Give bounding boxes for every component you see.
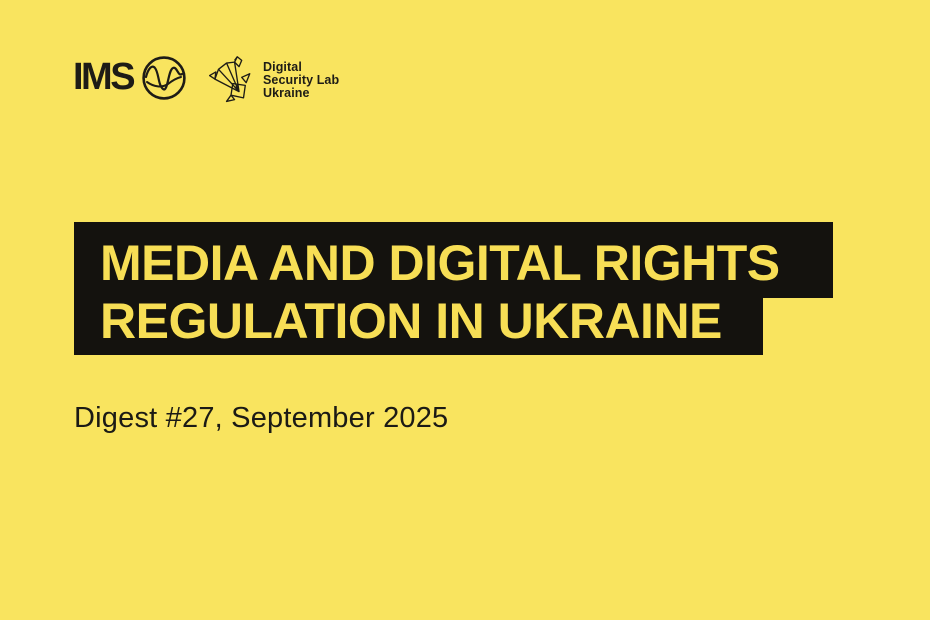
headline-line-2: REGULATION IN UKRAINE [74, 293, 763, 355]
subtitle: Digest #27, September 2025 [74, 402, 449, 434]
dsl-logo-text: Digital Security Lab Ukraine [263, 61, 339, 100]
dsl-logo-line-3: Ukraine [263, 86, 310, 100]
waveform-circle-icon [142, 56, 186, 100]
origami-bird-icon [209, 55, 253, 105]
ims-logo-text: IMS [73, 56, 136, 98]
headline-line-1: MEDIA AND DIGITAL RIGHTS [74, 222, 833, 298]
dsl-logo-line-1: Digital [263, 60, 302, 74]
dsl-logo-line-2: Security Lab [263, 73, 340, 87]
